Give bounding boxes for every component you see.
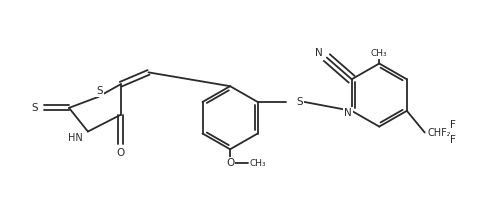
Text: O: O <box>117 148 125 158</box>
Text: N: N <box>344 108 352 118</box>
Text: S: S <box>97 86 103 96</box>
Text: S: S <box>31 103 37 113</box>
Text: CH₃: CH₃ <box>371 49 387 58</box>
Text: N: N <box>315 48 323 58</box>
Text: S: S <box>296 97 303 107</box>
Text: F: F <box>450 120 456 130</box>
Text: CHF₂: CHF₂ <box>428 128 451 138</box>
Text: O: O <box>226 158 234 168</box>
Text: HN: HN <box>68 133 83 143</box>
Text: F: F <box>450 135 456 145</box>
Text: CH₃: CH₃ <box>250 159 266 168</box>
